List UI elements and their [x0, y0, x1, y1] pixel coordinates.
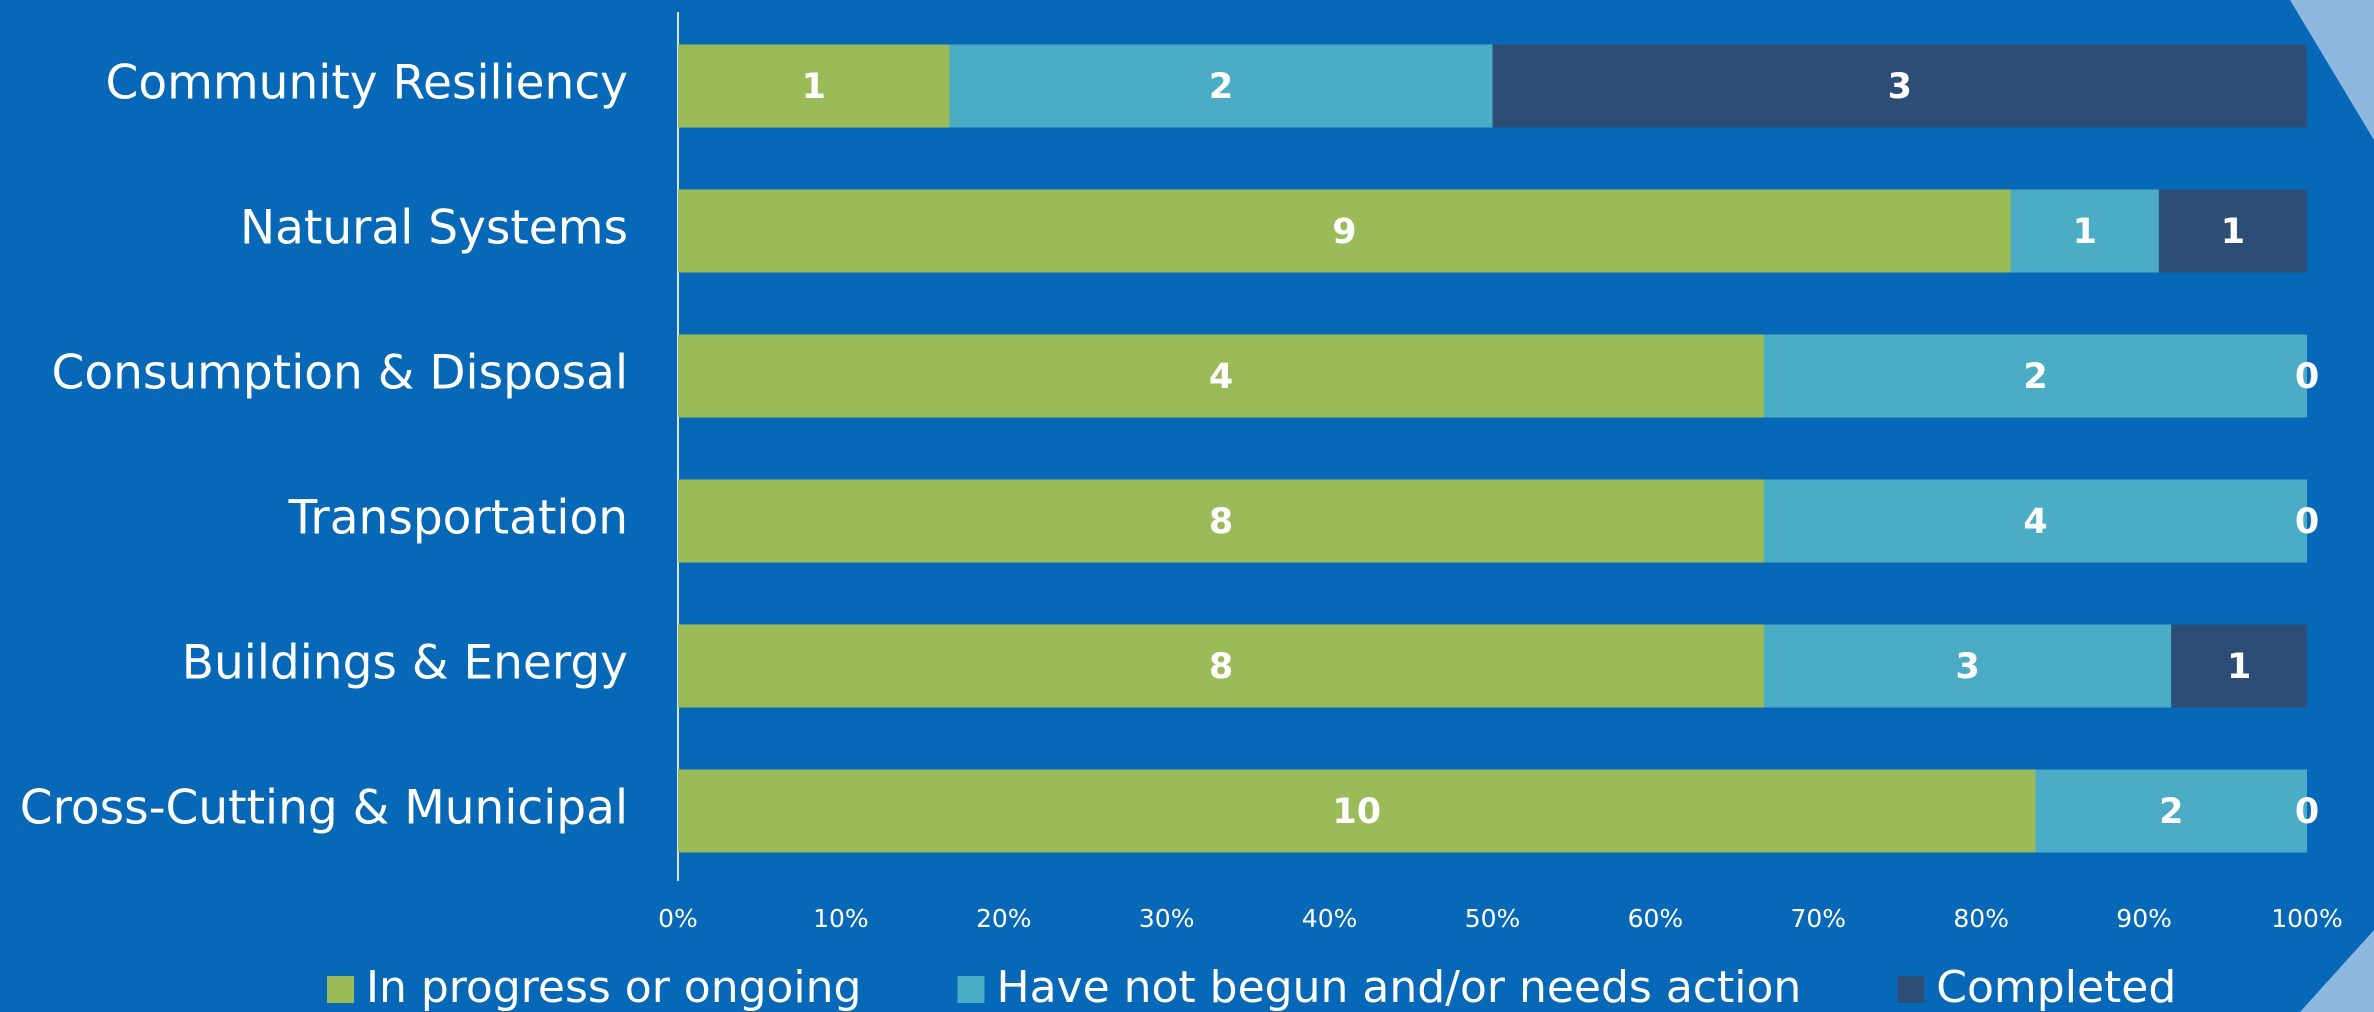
- bar-segment: [1492, 44, 2307, 128]
- legend-label: In progress or ongoing: [366, 962, 861, 1012]
- x-tick-label: 30%: [1139, 904, 1195, 933]
- x-tick-label: 40%: [1302, 904, 1358, 933]
- bar-segment: [678, 189, 2011, 273]
- category-label: Consumption & Disposal: [52, 346, 628, 401]
- bar-segment: [2010, 189, 2159, 273]
- value-label: 0: [2295, 792, 2319, 832]
- bar-segment: [949, 44, 1493, 128]
- x-tick-label: 50%: [1465, 904, 1521, 933]
- value-label: 1: [2227, 647, 2251, 687]
- bar-segment: [2158, 189, 2307, 273]
- category-label: Community Resiliency: [106, 56, 628, 111]
- x-tick-label: 90%: [2116, 904, 2172, 933]
- value-label: 1: [802, 67, 826, 107]
- bar-segment: [1764, 479, 2307, 563]
- category-label: Buildings & Energy: [182, 636, 628, 691]
- value-label: 2: [1209, 67, 1233, 107]
- bar-segment: [2171, 624, 2307, 708]
- category-label: Natural Systems: [240, 201, 628, 256]
- value-label: 0: [2295, 357, 2319, 397]
- decoration: [2290, 0, 2374, 140]
- category-label: Transportation: [288, 491, 628, 546]
- value-label: 10: [1332, 792, 1381, 832]
- value-label: 0: [2295, 502, 2319, 542]
- bar-segment: [678, 479, 1764, 563]
- category-label: Cross-Cutting & Municipal: [20, 781, 628, 836]
- bar-segment: [1764, 334, 2307, 418]
- bar-segment: [678, 44, 950, 128]
- bar-segment: [678, 334, 1764, 418]
- bar-segment: [2035, 769, 2307, 853]
- x-tick-label: 0%: [658, 904, 698, 933]
- x-tick-label: 60%: [1628, 904, 1684, 933]
- value-label: 9: [1332, 212, 1356, 252]
- bar-segment: [678, 769, 2036, 853]
- x-tick-label: 100%: [2271, 904, 2342, 933]
- value-label: 8: [1209, 647, 1233, 687]
- x-tick-label: 70%: [1791, 904, 1847, 933]
- value-label: 2: [2023, 357, 2047, 397]
- legend-swatch: [1897, 976, 1925, 1003]
- value-label: 3: [1955, 647, 1979, 687]
- bar-segment: [1764, 624, 2172, 708]
- value-label: 8: [1209, 502, 1233, 542]
- legend-label: Have not begun and/or needs action: [996, 962, 1801, 1012]
- value-label: 2: [2159, 792, 2183, 832]
- x-tick-label: 80%: [1953, 904, 2009, 933]
- decoration: [2300, 930, 2374, 1012]
- x-tick-label: 10%: [813, 904, 869, 933]
- legend-swatch: [957, 976, 985, 1003]
- value-label: 4: [2023, 502, 2047, 542]
- legend-swatch: [327, 976, 354, 1003]
- bar-segment: [678, 624, 1764, 708]
- x-tick-label: 20%: [976, 904, 1032, 933]
- value-label: 4: [1209, 357, 1233, 397]
- value-label: 1: [2073, 212, 2097, 252]
- value-label: 3: [1888, 67, 1912, 107]
- legend-label: Completed: [1936, 962, 2176, 1012]
- value-label: 1: [2221, 212, 2245, 252]
